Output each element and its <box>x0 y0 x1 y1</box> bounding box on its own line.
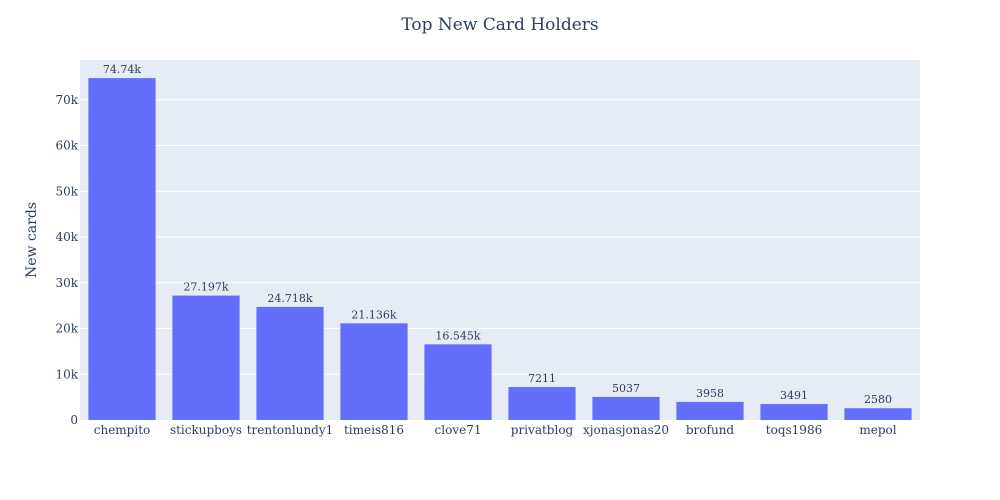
x-tick-label: mepol <box>859 423 896 437</box>
data-label: 7211 <box>528 372 556 385</box>
bar-brofund <box>676 401 744 420</box>
y-axis-title: New cards <box>24 202 40 278</box>
data-label: 24.718k <box>267 292 312 305</box>
x-tick-label: brofund <box>686 423 735 437</box>
x-tick-label: stickupboys <box>170 423 242 437</box>
x-tick-label: privatblog <box>511 423 574 437</box>
y-tick-label: 60k <box>55 139 78 153</box>
y-tick-label: 20k <box>55 322 78 336</box>
data-labels: 74.74k 27.197k 24.718k 21.136k 16.545k 7211 50… <box>103 63 892 406</box>
bar-xjonasjonas20 <box>592 396 660 420</box>
bar-trentonlundy1 <box>256 306 324 420</box>
bar-timeis816 <box>340 323 408 420</box>
x-tick-label: clove71 <box>435 423 482 437</box>
bar-stickupboys <box>172 295 240 420</box>
y-tick-label: 50k <box>55 184 78 198</box>
y-tick-label: 0 <box>70 413 78 427</box>
data-label: 21.136k <box>351 308 396 321</box>
data-label: 2580 <box>864 393 892 406</box>
y-tick-label: 70k <box>55 93 78 107</box>
y-tick-label: 40k <box>55 230 78 244</box>
chart-title: Top New Card Holders <box>401 15 598 35</box>
x-tick-label: chempito <box>94 423 151 437</box>
bar-toqs1986 <box>760 404 828 420</box>
data-label: 74.74k <box>103 63 141 76</box>
x-tick-label: xjonasjonas20 <box>583 423 669 437</box>
bars <box>88 78 912 421</box>
x-tick-label: toqs1986 <box>766 423 822 437</box>
data-label: 3491 <box>780 389 808 402</box>
x-tick-label: timeis816 <box>344 423 404 437</box>
data-label: 27.197k <box>183 281 228 294</box>
y-tick-label: 30k <box>55 276 78 290</box>
bar-privatblog <box>508 387 576 420</box>
data-label: 5037 <box>612 382 640 395</box>
data-label: 16.545k <box>435 329 480 342</box>
bar-clove71 <box>424 344 492 420</box>
x-tick-label: trentonlundy1 <box>247 423 334 437</box>
x-axis-ticks: chempito stickupboys trentonlundy1 timeis81… <box>94 423 897 437</box>
data-label: 3958 <box>696 387 724 400</box>
bar-mepol <box>844 408 912 420</box>
y-tick-label: 10k <box>55 367 78 381</box>
bar-chempito <box>88 78 156 421</box>
y-axis-ticks: 0 10k 20k 30k 40k 50k 60k 70k <box>55 93 78 427</box>
